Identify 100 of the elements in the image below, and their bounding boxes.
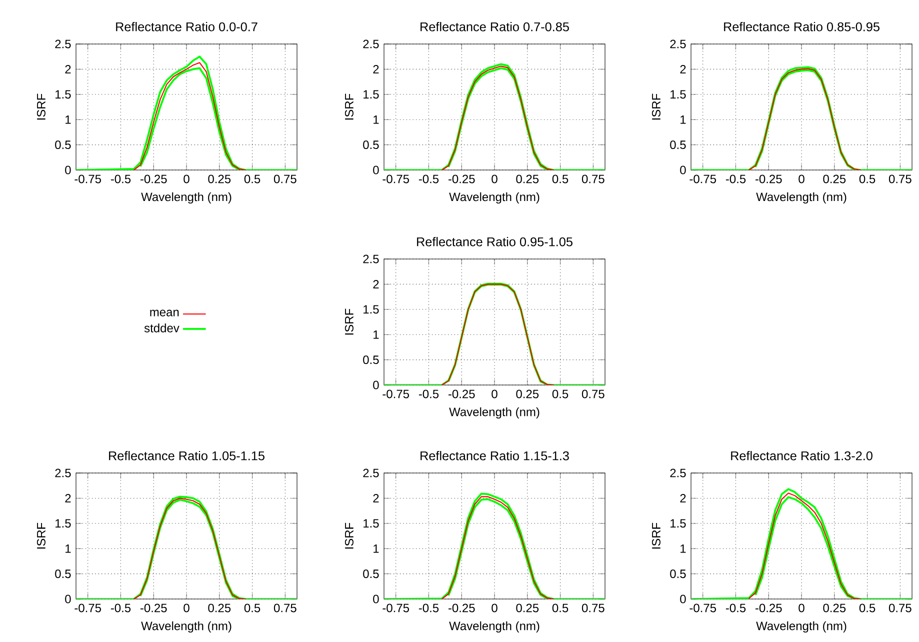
x-tick-label: -0.75 bbox=[690, 174, 716, 184]
x-tick-label: 0 bbox=[798, 604, 804, 612]
chart-title: Reflectance Ratio 1.15-1.3 bbox=[420, 450, 569, 460]
x-tick-label: 0 bbox=[184, 174, 190, 184]
y-tick-label: 0 bbox=[65, 166, 71, 174]
x-tick-label: -0.5 bbox=[726, 174, 746, 184]
chart-title: Reflectance Ratio 1.05-1.15 bbox=[109, 450, 264, 460]
x-tick-label: -0.75 bbox=[382, 604, 410, 612]
y-tick-label: 2.5 bbox=[363, 468, 379, 478]
y-tick-label: 1.5 bbox=[364, 90, 379, 99]
x-tick-label: -0.75 bbox=[690, 604, 716, 612]
y-tick-label: 1.5 bbox=[56, 519, 71, 528]
y-tick-label: 0.5 bbox=[670, 140, 686, 150]
x-axis-title: Wavelength (nm) bbox=[756, 621, 846, 633]
x-tick-label: 0.25 bbox=[516, 390, 539, 398]
x-tick-label: -0.5 bbox=[418, 390, 439, 398]
x-tick-label: -0.25 bbox=[755, 174, 782, 184]
y-tick-label: 2.5 bbox=[670, 468, 686, 478]
x-tick-label: -0.75 bbox=[74, 604, 102, 612]
y-tick-label: 1 bbox=[66, 115, 71, 124]
x-tick-label: -0.5 bbox=[110, 174, 131, 184]
x-tick-label: 0.75 bbox=[888, 604, 912, 612]
y-tick-label: 0 bbox=[680, 594, 686, 604]
chart-title: Reflectance Ratio 0.0-0.7 bbox=[116, 22, 258, 32]
x-tick-label: 0.5 bbox=[244, 174, 260, 184]
x-axis-title: Wavelength (nm) bbox=[141, 192, 232, 204]
x-axis-title: Wavelength (nm) bbox=[449, 621, 540, 633]
x-tick-label: 0 bbox=[492, 390, 498, 398]
x-tick-label: -0.75 bbox=[382, 174, 410, 184]
chart-title: Reflectance Ratio 0.95-1.05 bbox=[417, 236, 572, 246]
x-tick-label: 0.5 bbox=[859, 174, 876, 184]
x-tick-label: 0.5 bbox=[244, 604, 260, 612]
y-tick-label: 0 bbox=[373, 166, 379, 174]
y-tick-label: 0 bbox=[373, 380, 379, 390]
x-tick-label: -0.5 bbox=[726, 604, 746, 612]
x-tick-label: 0 bbox=[492, 174, 498, 184]
y-tick-label: 1.5 bbox=[670, 519, 686, 528]
legend-label: mean bbox=[150, 310, 179, 316]
y-tick-label: 0.5 bbox=[55, 570, 71, 578]
y-tick-label: 2 bbox=[65, 65, 71, 74]
y-tick-label: 2.5 bbox=[55, 40, 71, 48]
y-tick-label: 1.5 bbox=[56, 90, 71, 99]
x-tick-label: 0.25 bbox=[208, 174, 231, 184]
x-tick-label: 0 bbox=[184, 604, 190, 612]
y-tick-label: 0.5 bbox=[363, 356, 379, 364]
y-tick-label: 0 bbox=[680, 166, 686, 174]
chart-title: Reflectance Ratio 1.3-2.0 bbox=[731, 450, 872, 460]
x-tick-label: 0.75 bbox=[582, 390, 604, 398]
x-tick-label: 0.25 bbox=[823, 174, 846, 184]
y-tick-label: 2 bbox=[373, 280, 379, 288]
y-tick-label: 2 bbox=[680, 494, 686, 502]
x-tick-label: 0 bbox=[798, 174, 804, 184]
y-tick-label: 2.5 bbox=[363, 40, 379, 48]
x-tick-label: 0.5 bbox=[552, 390, 568, 398]
x-tick-label: 0 bbox=[492, 604, 498, 612]
y-tick-label: 0.5 bbox=[670, 570, 686, 578]
x-tick-label: -0.5 bbox=[418, 174, 439, 184]
y-tick-label: 0.5 bbox=[363, 570, 379, 578]
x-tick-label: 0.5 bbox=[859, 604, 876, 612]
y-tick-label: 1 bbox=[374, 330, 379, 339]
x-tick-label: 0.5 bbox=[552, 174, 568, 184]
y-tick-label: 2.5 bbox=[55, 468, 71, 478]
x-tick-label: -0.25 bbox=[448, 604, 475, 612]
x-tick-label: 0.25 bbox=[516, 174, 539, 184]
y-tick-label: 1 bbox=[680, 115, 686, 124]
x-tick-label: 0.5 bbox=[552, 604, 568, 612]
y-tick-label: 2 bbox=[680, 65, 686, 74]
y-tick-label: 1 bbox=[680, 544, 686, 553]
x-axis-title: Wavelength (nm) bbox=[141, 621, 232, 633]
y-tick-label: 1 bbox=[66, 544, 71, 553]
chart-title: Reflectance Ratio 0.7-0.85 bbox=[420, 22, 569, 32]
y-tick-label: 2 bbox=[373, 494, 379, 502]
x-tick-label: -0.75 bbox=[74, 174, 102, 184]
x-tick-label: -0.25 bbox=[755, 604, 782, 612]
chart-title: Reflectance Ratio 0.85-0.95 bbox=[724, 22, 880, 32]
y-tick-label: 1.5 bbox=[364, 519, 379, 528]
y-axis-title: ISRF bbox=[652, 94, 660, 120]
x-tick-label: -0.25 bbox=[448, 174, 475, 184]
y-tick-label: 1 bbox=[374, 115, 379, 124]
y-axis-title: ISRF bbox=[344, 522, 354, 549]
x-tick-label: 0.75 bbox=[888, 174, 912, 184]
y-tick-label: 0.5 bbox=[55, 140, 71, 150]
y-axis-title: ISRF bbox=[344, 94, 354, 120]
x-tick-label: 0.75 bbox=[582, 174, 604, 184]
x-tick-label: -0.25 bbox=[140, 174, 167, 184]
y-tick-label: 2.5 bbox=[363, 254, 379, 264]
y-tick-label: 2.5 bbox=[670, 40, 686, 48]
x-tick-label: -0.25 bbox=[448, 390, 475, 398]
x-tick-label: 0.75 bbox=[274, 174, 296, 184]
legend-label: stddev bbox=[144, 324, 180, 332]
y-axis-title: ISRF bbox=[36, 522, 46, 549]
y-tick-label: 2 bbox=[373, 65, 379, 74]
y-tick-label: 2 bbox=[65, 494, 71, 502]
x-axis-title: Wavelength (nm) bbox=[449, 407, 540, 419]
y-axis-title: ISRF bbox=[344, 308, 354, 335]
y-tick-label: 1.5 bbox=[364, 305, 379, 314]
y-tick-label: 0.5 bbox=[363, 140, 379, 150]
x-tick-label: 0.75 bbox=[582, 604, 604, 612]
x-tick-label: -0.25 bbox=[140, 604, 167, 612]
y-axis-title: ISRF bbox=[36, 94, 46, 120]
